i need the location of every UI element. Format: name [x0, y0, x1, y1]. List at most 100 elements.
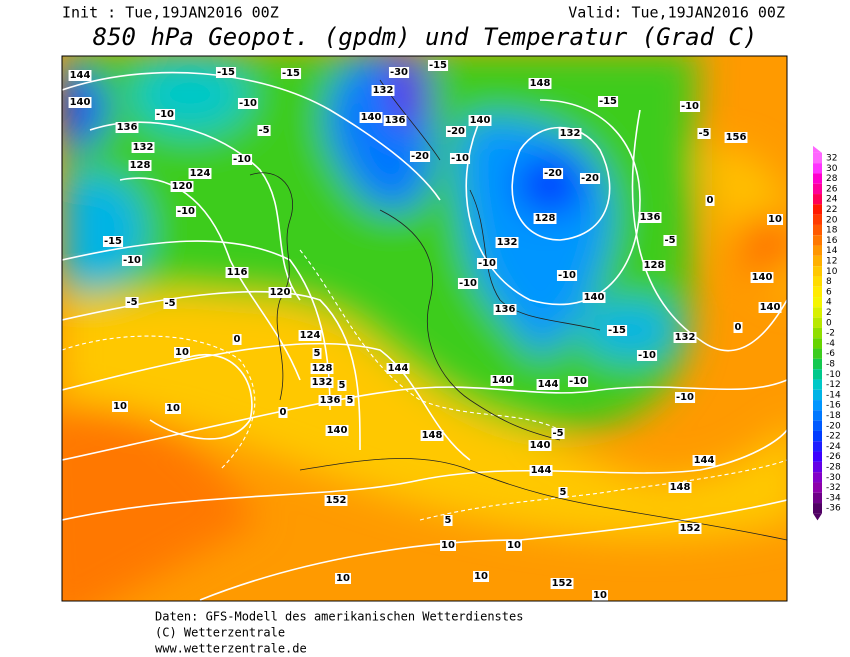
contour-label-text: 5: [445, 515, 452, 526]
label-background: [225, 267, 249, 278]
contour-label-text: -5: [126, 297, 137, 308]
colorbar-swatch: [813, 348, 822, 359]
isohypses: [62, 71, 787, 601]
label-background: [449, 153, 471, 164]
contour-label: -10: [449, 153, 471, 164]
contour-label: 124: [188, 168, 212, 179]
colorbar-label: 10: [826, 267, 838, 277]
contour-label: 5: [443, 515, 453, 526]
colorbar-label: -12: [826, 380, 841, 390]
contour-label: 0: [278, 407, 288, 418]
colorbar-label: 12: [826, 257, 837, 267]
contour-label-text: -10: [459, 278, 477, 289]
contour-label: 10: [174, 347, 190, 358]
colorbar-label: -22: [826, 432, 841, 442]
contour-label-text: 10: [441, 540, 455, 551]
contour-label-text: 140: [361, 112, 382, 123]
label-background: [556, 270, 578, 281]
colorbar-swatch: [813, 224, 822, 236]
label-background: [758, 302, 782, 313]
colorbar-label: -4: [826, 339, 835, 349]
contour-label: 132: [371, 85, 395, 96]
contour-label-text: 144: [388, 363, 409, 374]
contour-label-text: 128: [312, 363, 333, 374]
contour-label: -10: [231, 154, 253, 165]
colorbar-swatch: [813, 327, 822, 339]
contour-label-text: 10: [336, 573, 350, 584]
colorbar-swatch: [813, 482, 822, 493]
label-background: [335, 573, 351, 584]
contour-label-text: -10: [233, 154, 251, 165]
contour-label: -10: [476, 258, 498, 269]
colorbar-label: -14: [826, 390, 841, 400]
colorbar-label: 8: [826, 277, 832, 287]
label-background: [750, 272, 774, 283]
contour-label-text: 144: [538, 379, 559, 390]
contour-label: 116: [225, 267, 249, 278]
label-background: [663, 235, 677, 246]
contour-labels: 1441401361321281201241161201241281321361…: [68, 60, 783, 601]
label-background: [325, 425, 349, 436]
contour-label-text: -10: [569, 376, 587, 387]
contour-label-text: -5: [698, 128, 709, 139]
label-background: [310, 363, 334, 374]
contour-label: -10: [556, 270, 578, 281]
label-background: [337, 380, 347, 391]
contour-label-text: 0: [707, 195, 714, 206]
label-background: [215, 67, 237, 78]
colorbar-swatch: [813, 369, 822, 380]
isotherm: [62, 335, 256, 471]
contour-label-text: -15: [282, 68, 300, 79]
colorbar-swatch: [813, 255, 822, 267]
colorbar-swatch: [813, 194, 822, 205]
contour-label-text: -10: [478, 258, 496, 269]
colorbar-swatch: [813, 389, 822, 401]
contour-label-text: -20: [544, 168, 562, 179]
contour-label-text: 144: [694, 455, 715, 466]
label-background: [115, 122, 139, 133]
contour-label-text: -30: [390, 67, 408, 78]
label-background: [528, 440, 552, 451]
label-background: [673, 332, 697, 343]
contour-label-text: 5: [339, 380, 346, 391]
contour-label-text: -10: [638, 350, 656, 361]
contour-label-text: 132: [133, 142, 154, 153]
contour-label: -10: [674, 392, 696, 403]
contour-label: -10: [636, 350, 658, 361]
contour-label-text: -15: [104, 236, 122, 247]
colorbar-label: -2: [826, 329, 835, 339]
label-background: [733, 322, 743, 333]
label-background: [536, 379, 560, 390]
footer-source: Daten: GFS-Modell des amerikanischen Wet…: [155, 610, 523, 624]
contour-label: 140: [359, 112, 383, 123]
contour-label-text: 120: [270, 287, 291, 298]
contour-label-text: 140: [470, 115, 491, 126]
contour-label: 0: [733, 322, 743, 333]
colorbar-swatch: [813, 461, 822, 473]
label-background: [529, 465, 553, 476]
label-background: [280, 68, 302, 79]
contour-label: 132: [310, 377, 334, 388]
contour-label: 124: [298, 330, 322, 341]
contour-label: -20: [445, 126, 467, 137]
colorbar-swatch: [813, 492, 822, 504]
colorbar-swatch: [813, 430, 822, 442]
contour-label-text: 120: [172, 181, 193, 192]
label-background: [128, 160, 152, 171]
label-background: [550, 578, 574, 589]
colorbar-label: 0: [826, 318, 832, 328]
coastline: [379, 209, 561, 441]
label-background: [551, 428, 565, 439]
colorbar-swatch: [813, 420, 822, 431]
colorbar-label: -18: [826, 411, 841, 421]
contour-label-text: 10: [507, 540, 521, 551]
label-background: [409, 151, 431, 162]
label-background: [125, 297, 139, 308]
label-background: [440, 540, 456, 551]
contour-label: 10: [165, 403, 181, 414]
colorbar-swatch: [813, 441, 822, 452]
colorbar-label: -26: [826, 452, 841, 462]
colorbar-swatch: [813, 214, 822, 225]
contour-label-text: 140: [492, 375, 513, 386]
